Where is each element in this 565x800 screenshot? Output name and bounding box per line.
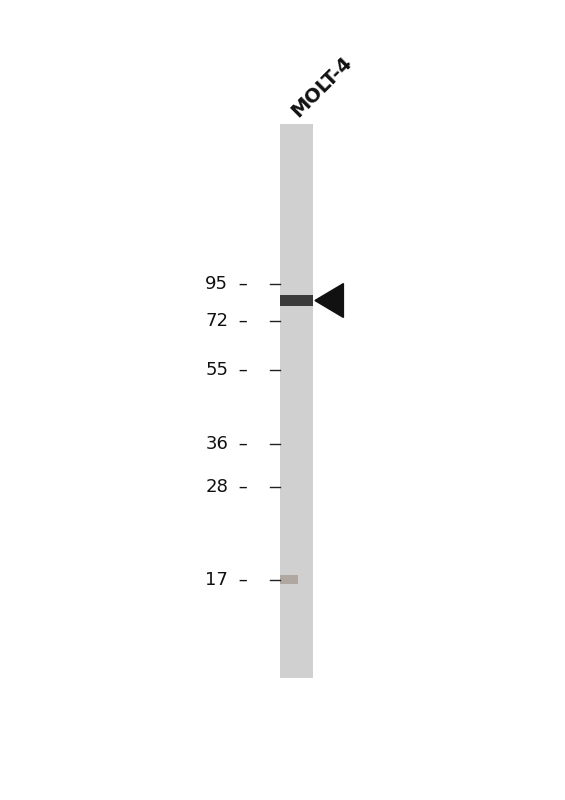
Text: –: –	[233, 570, 247, 589]
Text: 36: 36	[206, 435, 228, 453]
Text: 95: 95	[205, 275, 228, 293]
Text: –: –	[233, 361, 247, 379]
Text: –: –	[233, 478, 247, 496]
Polygon shape	[315, 283, 344, 318]
Text: 17: 17	[206, 570, 228, 589]
Text: MOLT-4: MOLT-4	[288, 53, 355, 121]
Bar	[280, 574, 298, 585]
Text: –: –	[233, 312, 247, 330]
Text: –: –	[233, 275, 247, 293]
Bar	[280, 124, 312, 678]
Bar	[280, 295, 312, 306]
Text: –: –	[233, 435, 247, 453]
Text: 72: 72	[205, 312, 228, 330]
Text: 28: 28	[206, 478, 228, 496]
Text: 55: 55	[205, 361, 228, 379]
